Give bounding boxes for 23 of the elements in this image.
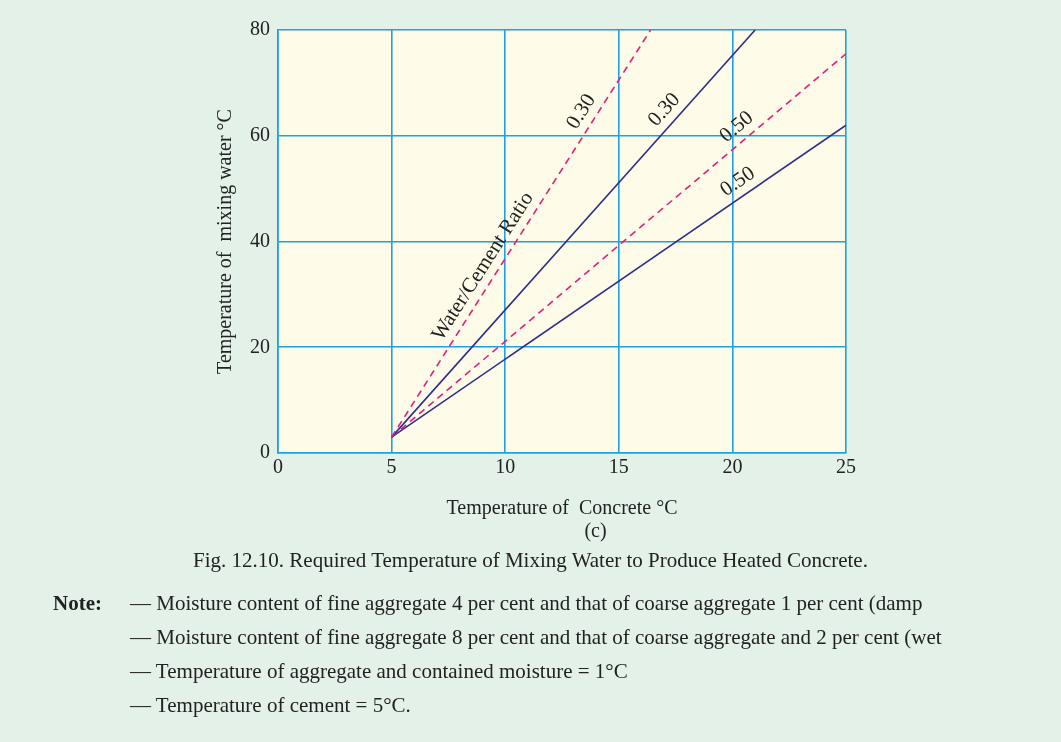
text: (c) [583,519,608,542]
text: 0.30 [642,87,685,131]
text: Note: [53,591,102,616]
text: — Moisture content of fine aggregate 4 per cent and that of coarse aggregate 1 per cent (damp [130,591,924,617]
x-axis-title: Temperature of Concrete °C [446,496,678,520]
text: Fig. 12.10. Required Temperature of Mixing Water to Produce Heated Concrete. [192,548,869,573]
text: — Temperature of cement = 5°C. [130,693,412,719]
x-tick-label: 5 [386,455,397,478]
text: — Moisture content of fine aggregate 8 per cent and that of coarse aggregate and 2 per cent (wet [130,625,943,651]
text: — Temperature of aggregate and contained moisture = 1°C [130,659,629,685]
y-tick-label: 0 [260,440,270,463]
text: 0.50 [715,160,759,201]
y-tick-label: 20 [250,334,270,357]
x-tick-label: 25 [836,455,856,478]
text: 0.50 [713,104,758,147]
x-tick-label: 20 [722,455,743,478]
x-tick-label: 10 [495,455,516,478]
text: 0.30 [560,89,601,133]
y-tick-label: 60 [250,123,270,145]
x-tick-label: 15 [608,455,629,478]
y-tick-label: 40 [250,228,270,251]
y-tick-label: 80 [250,17,270,40]
y-axis-title: Temperature of mixing water °C [213,109,237,374]
